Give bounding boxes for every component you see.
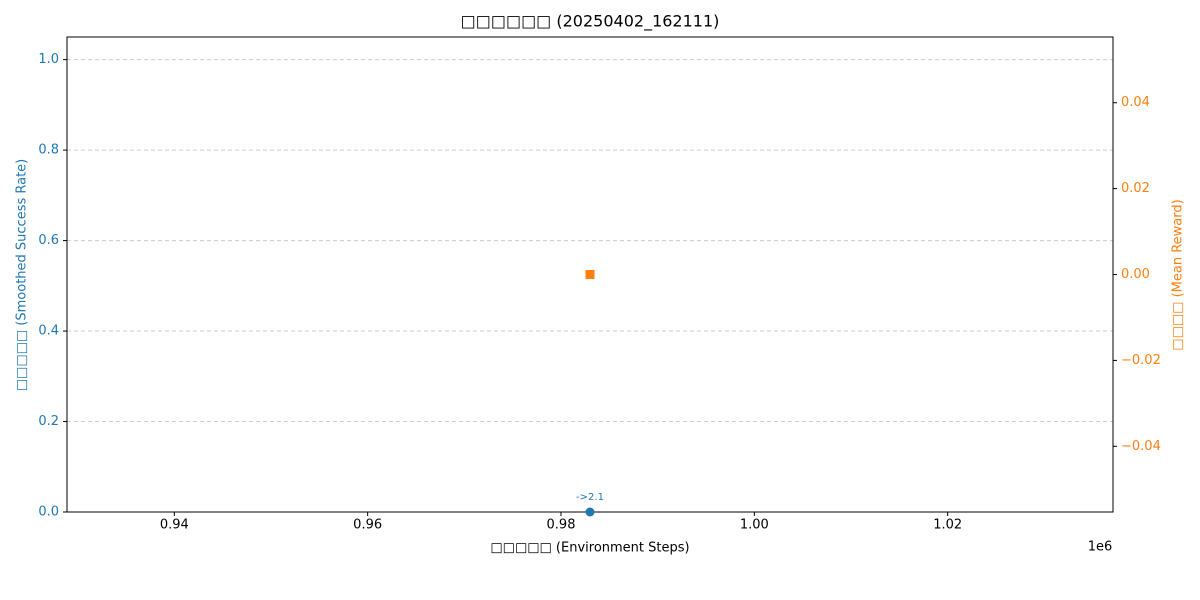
x-tick-label: 0.98 (547, 518, 576, 533)
y-tick-label: 0.8 (38, 143, 59, 158)
x-tick-label: 0.94 (160, 518, 189, 533)
point (585, 507, 595, 517)
y-tick-label: 0.6 (38, 233, 59, 248)
x-tick-label: 0.96 (353, 518, 382, 533)
x-offset-label: 1e6 (1088, 540, 1113, 555)
x-axis-label: □□□□□ (Environment Steps) (490, 541, 689, 556)
y-tick-label: 0.2 (38, 414, 59, 429)
y2-tick-label: 0.02 (1121, 181, 1150, 196)
point (585, 270, 595, 279)
y2-tick-label: 0.00 (1121, 267, 1150, 282)
chart-title: □□□□□□ (20250402_162111) (461, 12, 720, 32)
y2-tick-label: −0.02 (1121, 353, 1161, 368)
y-tick-label: 1.0 (38, 52, 59, 67)
x-tick-label: 1.00 (740, 518, 769, 533)
y2-axis-label: □□□□ (Mean Reward) (1171, 199, 1186, 350)
y-tick-label: 0.4 (38, 324, 59, 339)
annotation: ->2.1 (576, 492, 604, 503)
y2-tick-label: −0.04 (1121, 439, 1161, 454)
x-tick-label: 1.02 (933, 518, 962, 533)
y2-tick-label: 0.04 (1121, 95, 1150, 110)
y-axis-label: □□□□□ (Smoothed Success Rate) (15, 159, 30, 392)
y-tick-label: 0.0 (38, 505, 59, 520)
